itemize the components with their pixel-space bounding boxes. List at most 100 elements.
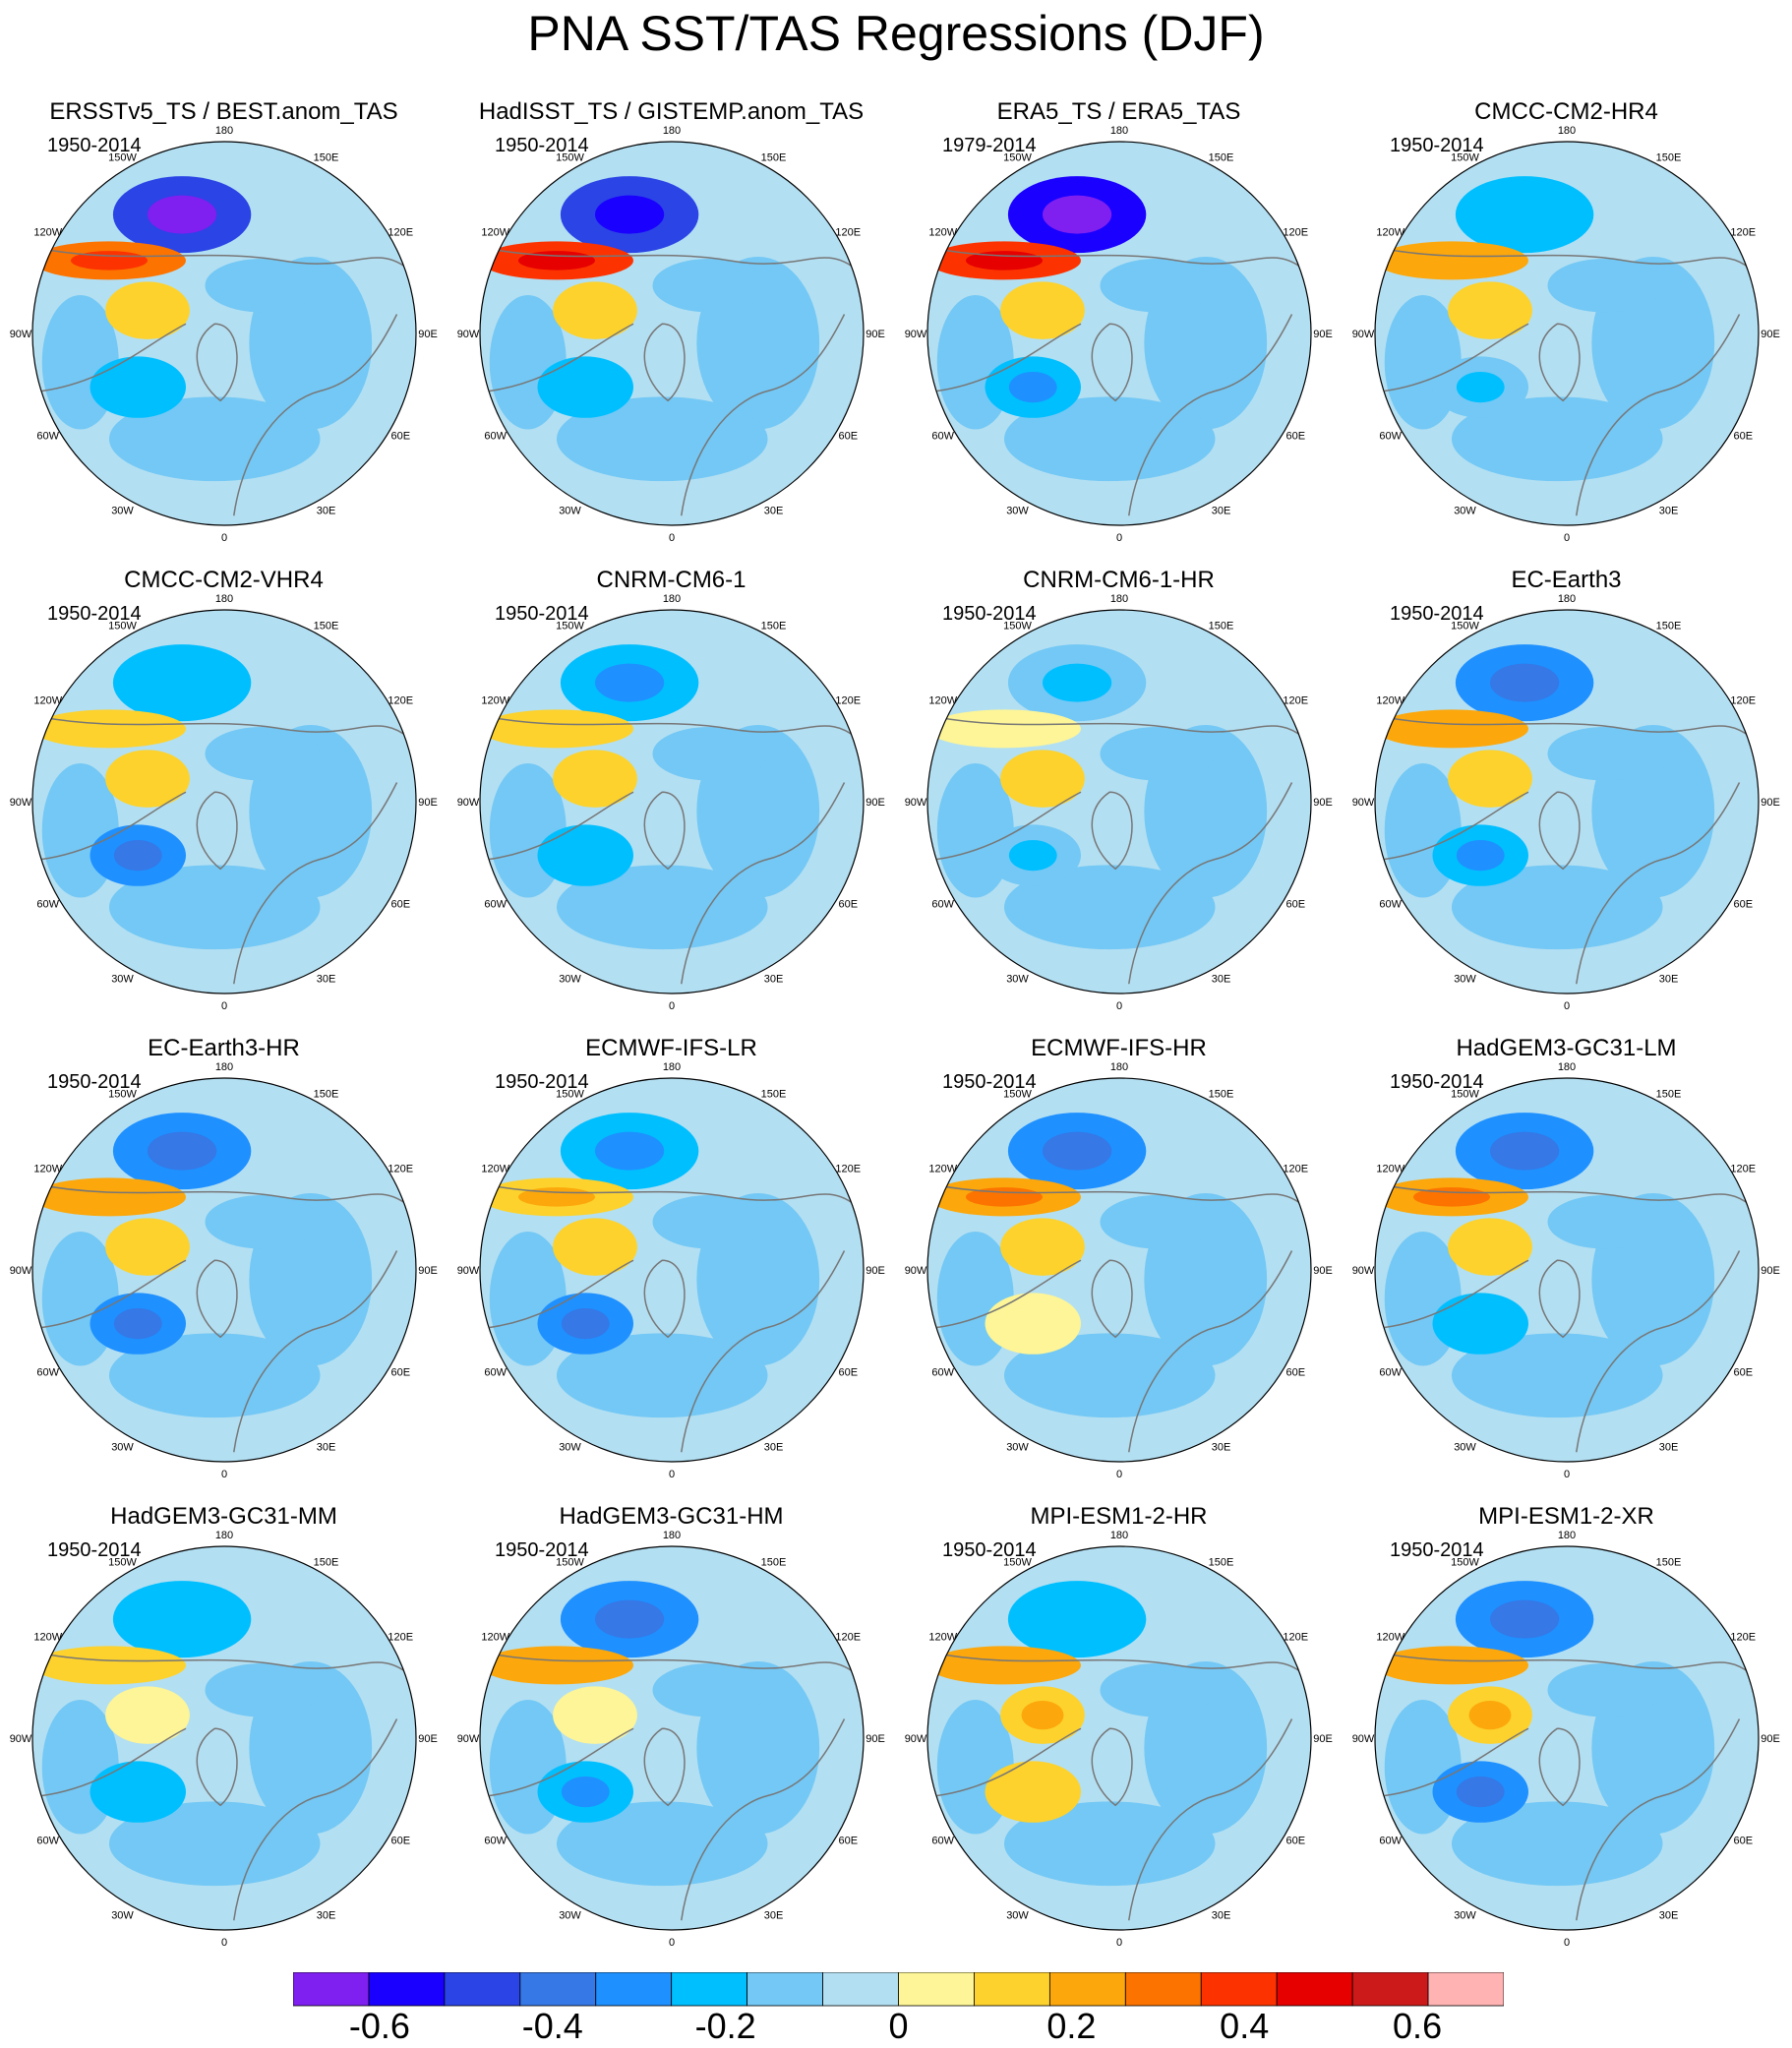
panel-period: 1950-2014: [942, 1071, 1037, 1093]
map-border: [1374, 1545, 1760, 1931]
polar-map: 180 150E 120E 90E 60E 30E 0 30W 60W 90W 120W 150W: [10, 1061, 438, 1480]
longitude-label: 120W: [33, 227, 62, 239]
coastline: [480, 1651, 864, 1682]
longitude-label: 60E: [390, 431, 410, 443]
negative-anomaly-region: [1452, 396, 1663, 482]
longitude-label: 120E: [1730, 1632, 1756, 1644]
longitude-label: 150E: [1209, 152, 1234, 164]
negative-anomaly-region: [205, 726, 321, 781]
map-border: [926, 609, 1312, 994]
longitude-label: 120E: [388, 1164, 413, 1175]
longitude-label: 180: [1110, 1061, 1128, 1073]
longitude-label: 30W: [559, 505, 581, 516]
negative-anomaly-region: [109, 1333, 321, 1418]
longitude-label: 90E: [1761, 1265, 1780, 1277]
longitude-label: 30E: [1212, 1441, 1231, 1453]
colorbar-swatch: [1124, 1972, 1202, 2007]
colorbar-labels: -0.6 -0.4 -0.2 0 0.2 0.4 0.6: [0, 2007, 1792, 2048]
longitude-label: 120W: [1376, 227, 1404, 239]
coastline: [489, 314, 846, 516]
longitude-label: 90W: [905, 797, 927, 809]
longitude-label: 30W: [1006, 1441, 1029, 1453]
map-border: [479, 1545, 865, 1931]
longitude-label: 120E: [835, 1632, 861, 1644]
map-border: [31, 1077, 417, 1463]
anomaly-core: [1043, 1131, 1112, 1171]
coastline-greenland: [1091, 1259, 1133, 1339]
coastline: [927, 246, 1311, 277]
coastline: [32, 714, 416, 746]
coastline-greenland: [196, 1727, 238, 1807]
longitude-label: 30W: [1454, 505, 1476, 516]
map-panel: 180 150E 120E 90E 60E 30E 0 30W 60W 90W 120W 150W Ha…: [0, 1497, 448, 1964]
longitude-label: 180: [1558, 1530, 1576, 1541]
longitude-label: 90E: [866, 797, 885, 809]
longitude-label: 60E: [838, 899, 858, 911]
anomaly-core: [113, 1308, 162, 1340]
coastline-greenland: [1091, 1727, 1133, 1807]
map-border: [31, 1545, 417, 1931]
longitude-label: 120W: [1376, 1632, 1404, 1644]
longitude-label: 30W: [111, 1909, 134, 1921]
map-panel: 180 150E 120E 90E 60E 30E 0 30W 60W 90W 120W 150W Ha…: [448, 1497, 895, 1964]
map-border: [926, 141, 1312, 526]
longitude-label: 120E: [1283, 1164, 1308, 1175]
longitude-label: 120W: [928, 695, 957, 707]
longitude-label: 180: [215, 125, 233, 137]
map-border: [1374, 141, 1760, 526]
coastline-greenland: [196, 791, 238, 871]
longitude-label: 150W: [1003, 1089, 1032, 1101]
longitude-label: 90E: [866, 329, 885, 340]
longitude-label: 0: [1564, 532, 1570, 544]
panel-period: 1950-2014: [1390, 1539, 1484, 1561]
coastline: [927, 1182, 1311, 1214]
longitude-label: 60W: [1379, 1367, 1402, 1379]
longitude-label: 60E: [1733, 431, 1753, 443]
coastline-greenland: [643, 1727, 686, 1807]
longitude-label: 0: [669, 532, 675, 544]
negative-anomaly-region: [1452, 1333, 1663, 1418]
longitude-label: 120W: [33, 695, 62, 707]
longitude-label: 60W: [931, 1367, 954, 1379]
negative-anomaly-region: [652, 258, 768, 313]
map-panel: 180 150E 120E 90E 60E 30E 0 30W 60W 90W 120W 150W CM…: [0, 561, 448, 1028]
negative-anomaly-region: [1100, 258, 1216, 313]
coastline: [41, 314, 398, 516]
anomaly-core: [561, 840, 610, 872]
longitude-label: 120W: [1376, 695, 1404, 707]
longitude-label: 30W: [559, 1909, 581, 1921]
longitude-label: 0: [669, 1000, 675, 1012]
map-panel: 180 150E 120E 90E 60E 30E 0 30W 60W 90W 120W 150W CM…: [1343, 92, 1790, 560]
panel-title: HadGEM3-GC31-LM: [1456, 1035, 1677, 1061]
negative-anomaly-region: [1004, 1801, 1216, 1887]
longitude-label: 30E: [1659, 1441, 1679, 1453]
longitude-label: 150E: [761, 152, 787, 164]
anomaly-core: [113, 1777, 162, 1808]
colorbar-swatch: [519, 1972, 597, 2007]
longitude-label: 90E: [1313, 797, 1333, 809]
coastline-greenland: [1538, 323, 1581, 402]
longitude-label: 150E: [1656, 1557, 1682, 1569]
coastline-greenland: [643, 1259, 686, 1339]
longitude-label: 180: [663, 593, 681, 605]
panel-title: CMCC-CM2-VHR4: [124, 567, 324, 593]
longitude-label: 60E: [1733, 899, 1753, 911]
anomaly-core: [1021, 763, 1064, 794]
longitude-label: 30E: [764, 1441, 784, 1453]
longitude-label: 0: [221, 1000, 227, 1012]
longitude-label: 150E: [314, 621, 339, 632]
longitude-label: 150W: [556, 152, 584, 164]
coastline-greenland: [196, 1259, 238, 1339]
map-panel: 180 150E 120E 90E 60E 30E 0 30W 60W 90W 120W 150W EC…: [0, 1029, 448, 1496]
longitude-label: 180: [1558, 593, 1576, 605]
anomaly-core: [113, 840, 162, 872]
longitude-label: 90W: [10, 1265, 32, 1277]
longitude-label: 60E: [1733, 1367, 1753, 1379]
coastline: [480, 1182, 864, 1214]
coastline-greenland: [196, 323, 238, 402]
polar-map: 180 150E 120E 90E 60E 30E 0 30W 60W 90W 120W 150W: [1352, 1530, 1780, 1949]
longitude-label: 30E: [1212, 505, 1231, 516]
colorbar-swatch: [1048, 1972, 1126, 2007]
negative-anomaly-region: [1004, 865, 1216, 950]
longitude-label: 150E: [761, 1089, 787, 1101]
